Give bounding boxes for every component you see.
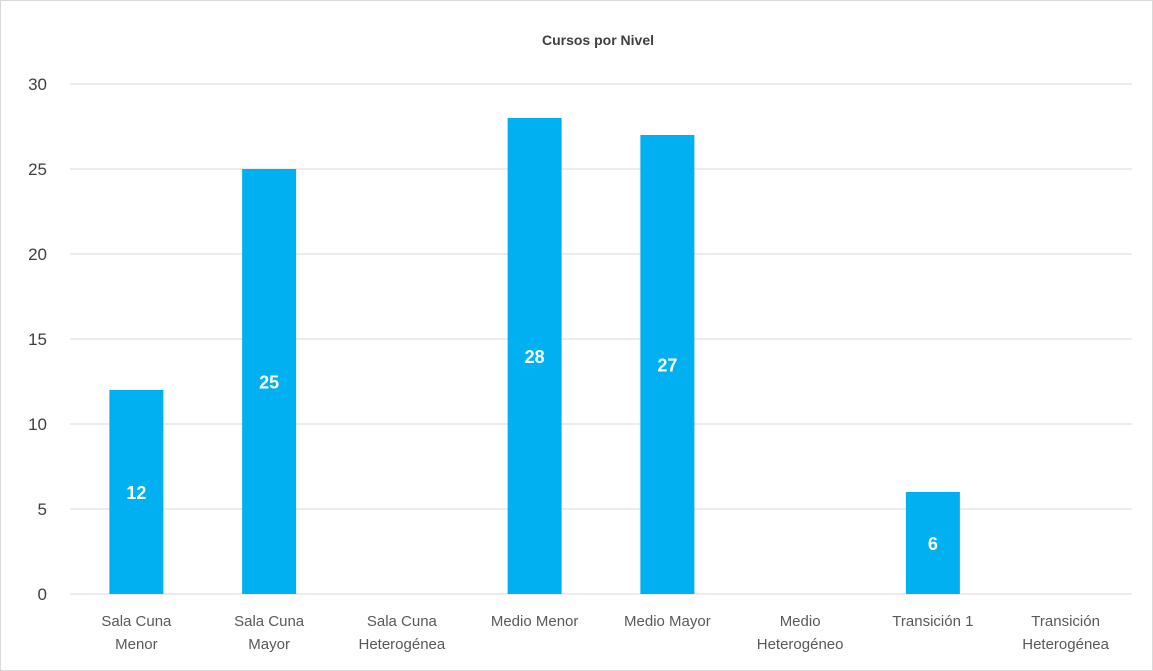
data-label: 28 bbox=[525, 347, 545, 367]
y-tick-label: 5 bbox=[38, 500, 47, 519]
y-tick-label: 20 bbox=[28, 245, 47, 264]
x-tick-label: Sala Cuna bbox=[234, 613, 305, 630]
y-tick-label: 0 bbox=[38, 585, 47, 604]
bar bbox=[640, 135, 695, 594]
x-tick-label: Heterogéneo bbox=[757, 636, 844, 653]
x-tick-label: Medio Mayor bbox=[624, 613, 711, 630]
x-tick-label: Transición 1 bbox=[892, 613, 973, 630]
bars bbox=[109, 118, 960, 594]
y-tick-label: 15 bbox=[28, 330, 47, 349]
x-tick-label: Heterogénea bbox=[1022, 636, 1109, 653]
x-tick-label: Transición bbox=[1031, 613, 1100, 630]
x-tick-label: Menor bbox=[115, 636, 158, 653]
data-label: 6 bbox=[928, 534, 938, 554]
x-tick-label: Mayor bbox=[248, 636, 290, 653]
data-label: 12 bbox=[126, 483, 146, 503]
x-tick-label: Medio bbox=[780, 613, 821, 630]
x-tick-label: Heterogénea bbox=[359, 636, 446, 653]
x-tick-label: Sala Cuna bbox=[101, 613, 172, 630]
y-axis: 0 5 10 15 20 25 30 bbox=[28, 75, 47, 604]
bar bbox=[109, 390, 164, 594]
y-tick-label: 25 bbox=[28, 160, 47, 179]
data-label: 25 bbox=[259, 373, 279, 393]
x-tick-label: Sala Cuna bbox=[367, 613, 438, 630]
y-tick-label: 10 bbox=[28, 415, 47, 434]
gridlines bbox=[70, 83, 1132, 595]
bar bbox=[242, 169, 297, 594]
data-labels: 12 25 28 27 6 bbox=[126, 347, 938, 554]
y-tick-label: 30 bbox=[28, 75, 47, 94]
x-tick-label: Medio Menor bbox=[491, 613, 579, 630]
data-label: 27 bbox=[657, 356, 677, 376]
chart-title: Cursos por Nivel bbox=[542, 32, 654, 48]
x-axis: Sala Cuna Menor Sala Cuna Mayor Sala Cuna Het… bbox=[101, 613, 1109, 653]
bar bbox=[507, 118, 562, 594]
bar bbox=[905, 492, 960, 594]
